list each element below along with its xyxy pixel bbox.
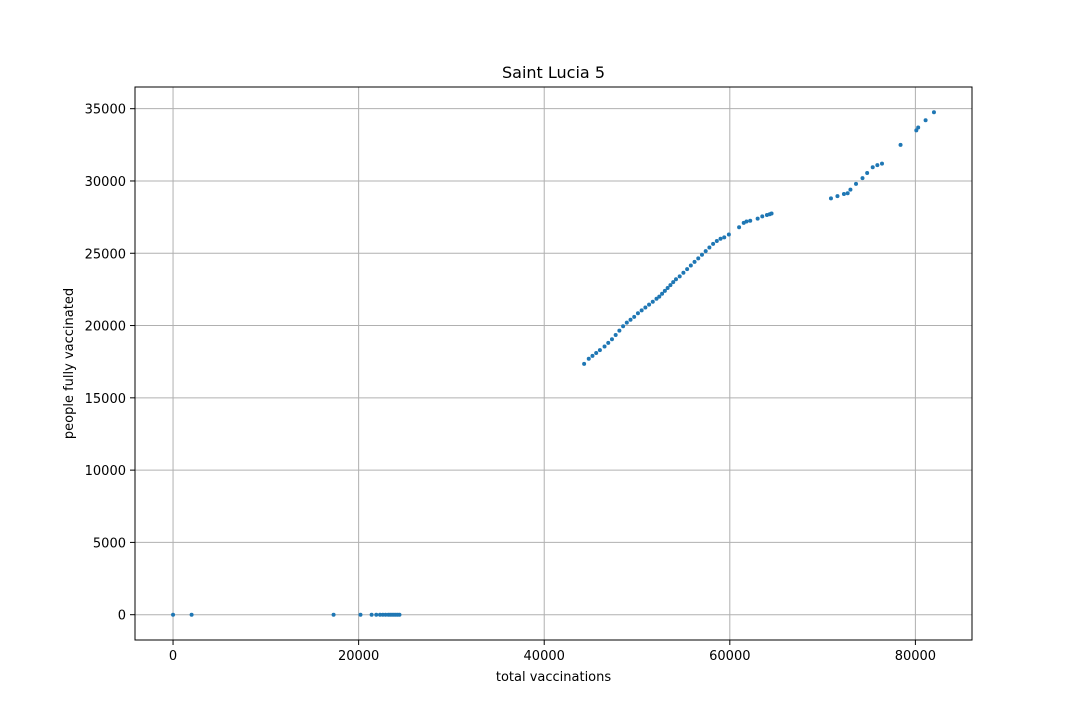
data-point xyxy=(171,612,176,617)
chart-title: Saint Lucia 5 xyxy=(502,63,605,82)
data-point xyxy=(845,191,850,196)
y-tick-label: 20000 xyxy=(85,320,126,335)
data-point xyxy=(377,612,382,617)
y-axis-label: people fully vaccinated xyxy=(62,288,77,439)
grid-lines xyxy=(135,87,972,640)
x-tick-label: 40000 xyxy=(524,649,565,664)
data-point xyxy=(632,314,637,319)
data-point xyxy=(606,340,611,345)
data-point xyxy=(696,256,701,261)
data-point xyxy=(865,171,870,176)
data-point xyxy=(685,267,690,272)
data-point xyxy=(726,232,731,237)
data-point xyxy=(755,216,760,221)
data-point xyxy=(916,125,921,130)
data-point xyxy=(639,308,644,313)
data-point xyxy=(609,337,614,342)
data-point xyxy=(613,332,618,337)
y-tick-label: 30000 xyxy=(85,175,126,190)
data-point xyxy=(681,270,686,275)
data-point xyxy=(677,274,682,279)
data-point xyxy=(854,181,859,186)
data-point xyxy=(660,291,665,296)
data-points xyxy=(171,110,936,617)
data-point xyxy=(737,225,742,230)
y-tick-label: 15000 xyxy=(85,392,126,407)
data-point xyxy=(590,353,595,358)
data-point xyxy=(718,236,723,241)
data-point xyxy=(835,194,840,199)
data-point xyxy=(673,277,678,282)
data-point xyxy=(647,302,652,307)
data-point xyxy=(628,317,633,322)
data-point xyxy=(594,351,599,356)
data-point xyxy=(374,612,379,617)
x-axis-ticks: 0 20000 40000 60000 80000 xyxy=(169,640,936,664)
data-point xyxy=(624,320,629,325)
data-point xyxy=(650,299,655,304)
data-point xyxy=(643,305,648,310)
data-point xyxy=(875,163,880,168)
data-point xyxy=(617,328,622,333)
data-point xyxy=(711,241,716,246)
data-point xyxy=(665,285,670,290)
data-point xyxy=(760,214,765,219)
data-point xyxy=(870,165,875,170)
data-point xyxy=(923,118,928,123)
y-tick-label: 25000 xyxy=(85,247,126,262)
x-tick-label: 20000 xyxy=(338,649,379,664)
data-point xyxy=(714,238,719,243)
data-point xyxy=(621,324,626,329)
y-tick-label: 5000 xyxy=(93,536,126,551)
data-point xyxy=(692,259,697,264)
data-point xyxy=(688,263,693,268)
data-point xyxy=(703,249,708,254)
data-point xyxy=(914,128,919,133)
data-point xyxy=(654,296,659,301)
data-point xyxy=(707,245,712,250)
data-point xyxy=(699,252,704,257)
y-tick-label: 0 xyxy=(118,609,126,624)
data-point xyxy=(662,288,667,293)
data-point xyxy=(748,218,753,223)
data-point xyxy=(671,280,676,285)
data-point xyxy=(380,612,385,617)
y-tick-label: 10000 xyxy=(85,464,126,479)
data-point xyxy=(657,294,662,299)
data-point xyxy=(331,612,336,617)
data-point xyxy=(722,235,727,240)
data-point xyxy=(668,283,673,288)
data-point xyxy=(635,311,640,316)
data-point xyxy=(931,110,936,115)
data-point xyxy=(848,187,853,192)
data-point xyxy=(369,612,374,617)
plot-frame xyxy=(134,86,973,641)
y-tick-label: 35000 xyxy=(85,103,126,118)
data-point xyxy=(397,612,402,617)
data-point xyxy=(358,612,363,617)
data-point xyxy=(879,161,884,166)
data-point xyxy=(586,356,591,361)
data-point xyxy=(189,612,194,617)
data-point xyxy=(860,176,865,181)
data-point xyxy=(582,361,587,366)
data-point xyxy=(769,211,774,216)
x-tick-label: 60000 xyxy=(709,649,750,664)
data-point xyxy=(898,142,903,147)
x-tick-label: 80000 xyxy=(895,649,936,664)
x-axis-label: total vaccinations xyxy=(496,670,612,685)
data-point xyxy=(597,348,602,353)
data-point xyxy=(828,196,833,201)
data-point xyxy=(744,219,749,224)
x-tick-label: 0 xyxy=(169,649,177,664)
data-point xyxy=(602,344,607,349)
data-point xyxy=(383,612,388,617)
data-point xyxy=(841,191,846,196)
y-axis-ticks: 0 5000 10000 15000 20000 25000 30000 35000 xyxy=(85,103,135,624)
